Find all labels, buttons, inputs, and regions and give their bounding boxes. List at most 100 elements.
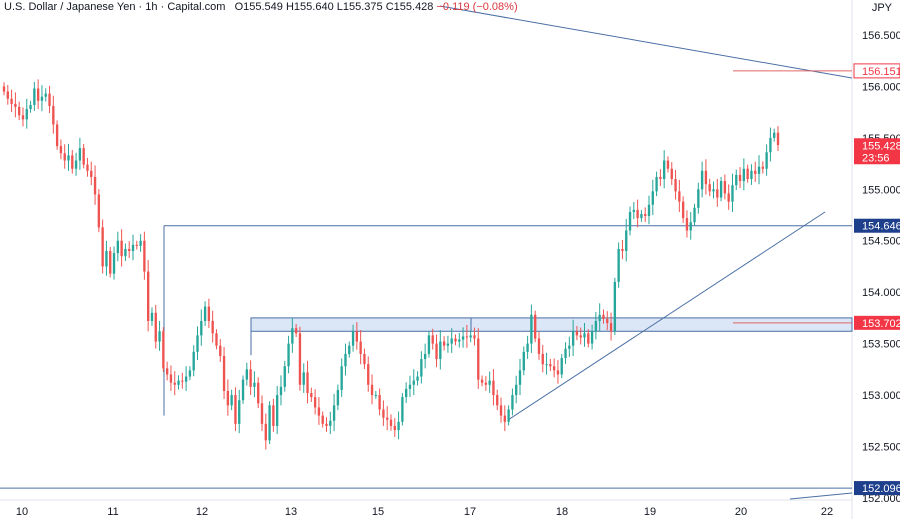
- candle[interactable]: [685, 210, 689, 238]
- candle[interactable]: [465, 324, 469, 348]
- candle[interactable]: [139, 234, 142, 252]
- candle[interactable]: [579, 327, 582, 345]
- candle[interactable]: [313, 389, 317, 415]
- candle[interactable]: [329, 411, 332, 435]
- candle[interactable]: [363, 348, 366, 370]
- candle[interactable]: [716, 179, 719, 207]
- candle[interactable]: [518, 358, 522, 396]
- candle[interactable]: [116, 231, 119, 262]
- candle[interactable]: [496, 389, 499, 411]
- candle[interactable]: [150, 307, 154, 326]
- candle[interactable]: [10, 89, 13, 113]
- candle[interactable]: [583, 323, 586, 347]
- candle[interactable]: [674, 169, 677, 200]
- candle[interactable]: [507, 405, 510, 426]
- candle[interactable]: [90, 161, 93, 186]
- candle[interactable]: [105, 240, 108, 276]
- candle[interactable]: [29, 100, 32, 113]
- candle[interactable]: [188, 366, 192, 381]
- candle[interactable]: [82, 144, 85, 169]
- candle[interactable]: [222, 346, 226, 400]
- candle[interactable]: [397, 411, 400, 440]
- candle[interactable]: [454, 334, 457, 346]
- candle[interactable]: [644, 207, 647, 222]
- candle[interactable]: [325, 417, 328, 432]
- candle[interactable]: [294, 324, 298, 338]
- candle[interactable]: [276, 386, 279, 435]
- candle[interactable]: [169, 365, 173, 391]
- candle[interactable]: [241, 375, 245, 404]
- candle[interactable]: [560, 353, 563, 379]
- candle[interactable]: [405, 382, 408, 404]
- candle[interactable]: [33, 81, 36, 111]
- candle[interactable]: [420, 351, 423, 384]
- candle[interactable]: [257, 377, 260, 409]
- candle[interactable]: [162, 327, 165, 373]
- candle[interactable]: [154, 304, 157, 349]
- candle[interactable]: [450, 328, 453, 353]
- candle[interactable]: [14, 92, 17, 118]
- candle[interactable]: [355, 322, 359, 350]
- candle[interactable]: [689, 211, 692, 240]
- candle[interactable]: [727, 184, 730, 210]
- candle[interactable]: [147, 260, 150, 332]
- descending-trendline[interactable]: [439, 5, 853, 79]
- candle[interactable]: [575, 325, 579, 341]
- candle[interactable]: [477, 328, 480, 389]
- candle[interactable]: [731, 173, 734, 213]
- candle[interactable]: [219, 339, 222, 362]
- candle[interactable]: [203, 301, 207, 326]
- candle[interactable]: [712, 181, 715, 199]
- candle[interactable]: [177, 375, 180, 390]
- candle[interactable]: [93, 165, 97, 205]
- candle[interactable]: [135, 240, 138, 250]
- candle[interactable]: [761, 161, 764, 174]
- candle[interactable]: [515, 375, 518, 404]
- candle[interactable]: [298, 326, 302, 391]
- candle[interactable]: [769, 127, 772, 162]
- candle[interactable]: [587, 329, 590, 348]
- resistance-zone[interactable]: [250, 317, 853, 332]
- candle[interactable]: [609, 312, 613, 341]
- candle[interactable]: [173, 371, 176, 396]
- candle[interactable]: [401, 393, 404, 426]
- candle[interactable]: [526, 335, 529, 359]
- candle[interactable]: [264, 413, 267, 450]
- candle[interactable]: [389, 414, 393, 431]
- candle[interactable]: [458, 332, 461, 348]
- candle[interactable]: [628, 206, 632, 236]
- candle[interactable]: [632, 202, 635, 219]
- candle[interactable]: [306, 360, 309, 404]
- candle[interactable]: [484, 376, 488, 391]
- candle[interactable]: [283, 360, 286, 392]
- candle[interactable]: [386, 406, 389, 431]
- candle[interactable]: [25, 98, 28, 129]
- candle[interactable]: [678, 179, 681, 213]
- candle[interactable]: [52, 95, 55, 134]
- candle[interactable]: [617, 242, 620, 288]
- candle[interactable]: [18, 101, 21, 121]
- candle[interactable]: [378, 388, 381, 416]
- candle[interactable]: [332, 393, 336, 432]
- candle[interactable]: [571, 319, 575, 357]
- candle[interactable]: [74, 152, 78, 176]
- candle[interactable]: [754, 161, 757, 183]
- candle[interactable]: [765, 144, 768, 176]
- candle[interactable]: [370, 374, 374, 405]
- candle[interactable]: [158, 320, 161, 351]
- candle[interactable]: [723, 174, 727, 200]
- candle[interactable]: [21, 107, 25, 127]
- candle[interactable]: [249, 360, 252, 395]
- candle[interactable]: [359, 330, 362, 365]
- candle[interactable]: [636, 199, 639, 228]
- candle[interactable]: [708, 178, 711, 197]
- candle[interactable]: [6, 84, 9, 105]
- candle[interactable]: [192, 345, 195, 377]
- candle[interactable]: [613, 277, 617, 335]
- candle[interactable]: [545, 352, 548, 375]
- candle[interactable]: [336, 384, 340, 411]
- candle[interactable]: [207, 298, 211, 329]
- candle[interactable]: [670, 162, 673, 185]
- candle[interactable]: [446, 335, 450, 353]
- candle[interactable]: [48, 85, 51, 114]
